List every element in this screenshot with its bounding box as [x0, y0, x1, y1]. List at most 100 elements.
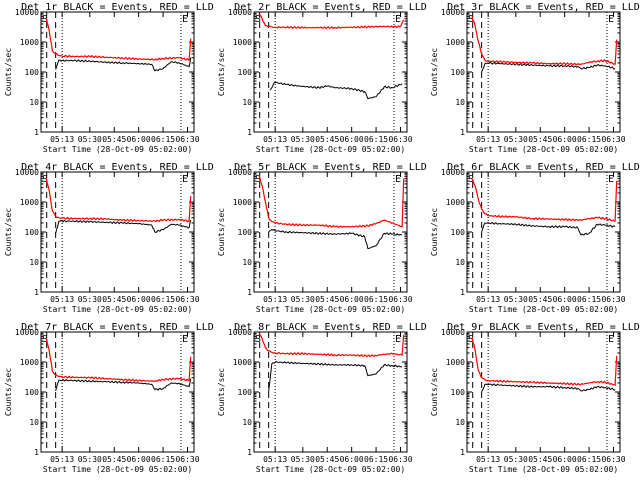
marker-label: S: [468, 14, 474, 25]
plot-frame: [466, 171, 621, 293]
y-tick-label: 1: [247, 128, 252, 137]
y-tick-label: 10000: [228, 8, 252, 17]
x-tick-label: 05:30: [78, 135, 102, 144]
y-tick-label: 10000: [441, 328, 465, 337]
black-events-series-line: [481, 383, 616, 393]
panel-title: Det 1r BLACK = Events, RED = LLD: [21, 2, 214, 13]
y-tick-label: 10000: [15, 8, 39, 17]
y-tick-label: 1000: [446, 198, 465, 207]
y-axis-label: Counts/sec: [4, 208, 13, 256]
x-axis-label: Start Time (28-Oct-09 05:02:00): [256, 465, 405, 474]
y-axis-label: Counts/sec: [4, 48, 13, 96]
x-tick-label: 05:30: [291, 295, 315, 304]
y-tick-label: 10: [455, 418, 465, 427]
y-tick-label: 1000: [233, 198, 252, 207]
black-events-series-line: [481, 221, 616, 236]
black-events-series-line: [55, 219, 192, 234]
detector-panel: Det 4r BLACK = Events, RED = LLD10000100…: [4, 162, 214, 314]
x-tick-label: 06:30: [601, 455, 625, 464]
marker-label: E: [608, 14, 614, 25]
panel-title: Det 7r BLACK = Events, RED = LLD: [21, 322, 214, 333]
x-tick-label: 06:15: [151, 135, 175, 144]
x-tick-label: 05:13: [476, 135, 500, 144]
x-tick-label: 05:13: [476, 455, 500, 464]
panel-title: Det 4r BLACK = Events, RED = LLD: [21, 162, 214, 173]
plot-frame: [40, 331, 195, 453]
x-tick-label: 05:13: [263, 455, 287, 464]
y-tick-label: 1000: [446, 358, 465, 367]
detector-panel: Det 5r BLACK = Events, RED = LLD10000100…: [217, 162, 427, 314]
x-tick-label: 05:30: [291, 455, 315, 464]
y-tick-label: 1: [34, 448, 39, 457]
y-tick-label: 10: [242, 98, 252, 107]
panel-title: Det 2r BLACK = Events, RED = LLD: [234, 2, 427, 13]
detector-panel: Det 7r BLACK = Events, RED = LLD10000100…: [4, 322, 214, 474]
marker-label: E: [182, 174, 188, 185]
plot-frame: [253, 171, 408, 293]
y-tick-label: 1000: [20, 38, 39, 47]
y-tick-label: 100: [25, 388, 40, 397]
x-tick-label: 05:45: [102, 135, 126, 144]
x-tick-label: 06:00: [553, 295, 577, 304]
red-lld-series-line: [471, 178, 618, 222]
y-tick-label: 1: [460, 288, 465, 297]
marker-label: S: [255, 14, 261, 25]
x-tick-label: 06:30: [175, 455, 199, 464]
x-tick-label: 06:15: [577, 455, 601, 464]
x-tick-label: 06:00: [127, 295, 151, 304]
marker-label: S: [42, 334, 48, 345]
x-tick-label: 06:30: [388, 135, 412, 144]
marker-label: E: [395, 14, 401, 25]
marker-label: E: [395, 334, 401, 345]
x-tick-label: 05:30: [504, 455, 528, 464]
black-events-series-line: [55, 378, 192, 391]
x-tick-label: 06:30: [388, 295, 412, 304]
marker-label: S: [42, 14, 48, 25]
y-tick-label: 10000: [228, 328, 252, 337]
red-lld-series-line: [258, 174, 405, 229]
y-tick-label: 10: [29, 258, 39, 267]
panel-title: Det 6r BLACK = Events, RED = LLD: [447, 162, 640, 173]
x-tick-label: 05:45: [102, 455, 126, 464]
y-tick-label: 10000: [441, 168, 465, 177]
y-tick-label: 1000: [446, 38, 465, 47]
x-tick-label: 05:45: [102, 295, 126, 304]
y-tick-label: 100: [451, 68, 466, 77]
x-tick-label: 05:45: [528, 455, 552, 464]
x-tick-label: 06:00: [340, 455, 364, 464]
marker-label: E: [608, 334, 614, 345]
y-axis-label: Counts/sec: [4, 368, 13, 416]
y-axis-label: Counts/sec: [217, 208, 226, 256]
red-lld-series-line: [471, 16, 618, 66]
x-tick-label: 06:30: [388, 455, 412, 464]
detector-panel: Det 9r BLACK = Events, RED = LLD10000100…: [430, 322, 640, 474]
detector-panel: Det 6r BLACK = Events, RED = LLD10000100…: [430, 162, 640, 314]
y-axis-label: Counts/sec: [217, 48, 226, 96]
y-tick-label: 10: [242, 258, 252, 267]
marker-label: E: [182, 14, 188, 25]
x-tick-label: 06:00: [340, 135, 364, 144]
marker-label: E: [395, 174, 401, 185]
x-tick-label: 05:30: [291, 135, 315, 144]
red-lld-series-line: [45, 17, 192, 61]
red-lld-series-line: [471, 337, 618, 386]
x-tick-label: 06:00: [127, 455, 151, 464]
y-tick-label: 1: [460, 128, 465, 137]
black-events-series-line: [269, 81, 403, 100]
y-tick-label: 10: [29, 98, 39, 107]
panel-title: Det 9r BLACK = Events, RED = LLD: [447, 322, 640, 333]
x-tick-label: 06:15: [151, 455, 175, 464]
y-tick-label: 100: [451, 388, 466, 397]
y-tick-label: 100: [238, 388, 253, 397]
plot-frame: [40, 171, 195, 293]
y-tick-label: 10: [455, 258, 465, 267]
black-events-series-line: [268, 360, 403, 393]
red-lld-series-line: [45, 177, 192, 223]
marker-label: S: [255, 174, 261, 185]
plot-frame: [253, 331, 408, 453]
y-tick-label: 1: [247, 448, 252, 457]
y-tick-label: 10: [242, 418, 252, 427]
x-tick-label: 05:13: [263, 135, 287, 144]
x-axis-label: Start Time (28-Oct-09 05:02:00): [256, 305, 405, 314]
